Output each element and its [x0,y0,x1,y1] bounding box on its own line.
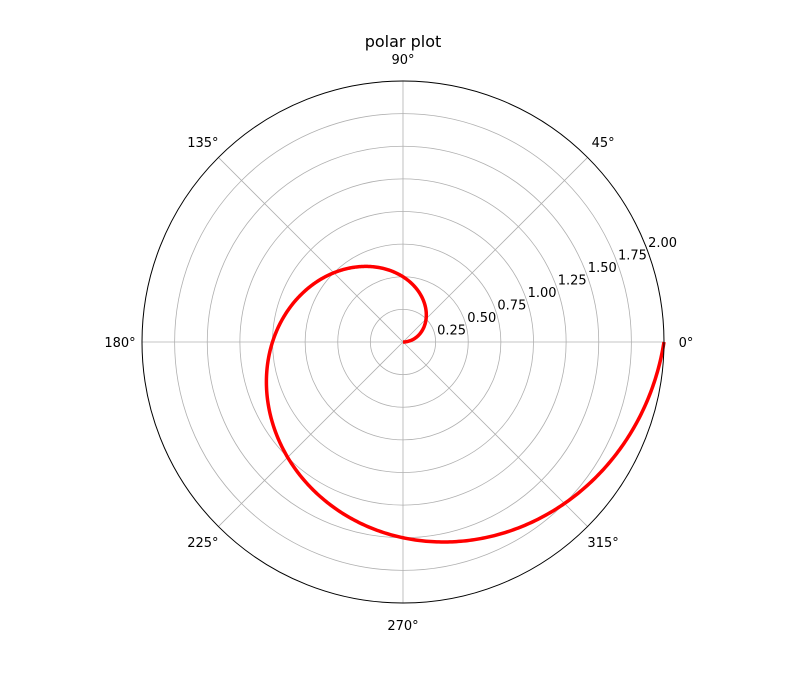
theta-tick-label: 135° [187,136,218,151]
theta-tick-label: 315° [587,536,618,551]
r-tick-label: 0.50 [467,311,496,326]
r-tick-label: 2.00 [648,236,677,251]
r-tick-label: 1.50 [588,261,617,276]
theta-tick-label: 45° [592,136,615,151]
r-gridline [369,308,437,376]
theta-tick-label: 225° [187,536,218,551]
r-gridline [239,178,567,506]
polar-frame [141,80,665,604]
theta-tick-label: 0° [679,336,694,351]
series-layer [264,264,666,544]
r-tick-label: 1.25 [558,274,587,289]
tick-labels: 0° 45° 90° 135° 180° 225° 270° 315° 0.250.500.75… [104,53,693,634]
theta-tick-label: 180° [104,336,135,351]
r-gridline [304,243,502,441]
r-gridline [174,113,632,571]
theta-tick-label: 270° [387,619,418,634]
theta-tick-label: 90° [391,53,414,68]
chart-title: polar plot [365,32,442,51]
series-line [264,264,666,544]
r-tick-label: 1.75 [618,249,647,264]
r-tick-label: 1.00 [528,286,557,301]
r-tick-label: 0.25 [437,324,466,339]
r-tick-label: 0.75 [497,299,526,314]
